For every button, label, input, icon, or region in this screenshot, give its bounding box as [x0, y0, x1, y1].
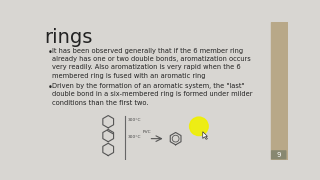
FancyBboxPatch shape: [271, 150, 286, 159]
Bar: [271, 22, 288, 160]
Text: It has been observed generally that if the 6 member ring
already has one or two : It has been observed generally that if t…: [52, 48, 251, 78]
Text: 9: 9: [276, 152, 281, 158]
Text: •: •: [48, 83, 52, 92]
Circle shape: [189, 117, 208, 136]
Text: 300°C: 300°C: [128, 118, 141, 122]
Polygon shape: [203, 132, 207, 139]
Text: rings: rings: [45, 28, 93, 47]
Text: •: •: [48, 48, 52, 57]
Text: PVC: PVC: [142, 130, 151, 134]
Text: 300°C: 300°C: [128, 135, 141, 139]
Text: Driven by the formation of an aromatic system, the "last"
double bond in a six-m: Driven by the formation of an aromatic s…: [52, 83, 253, 106]
